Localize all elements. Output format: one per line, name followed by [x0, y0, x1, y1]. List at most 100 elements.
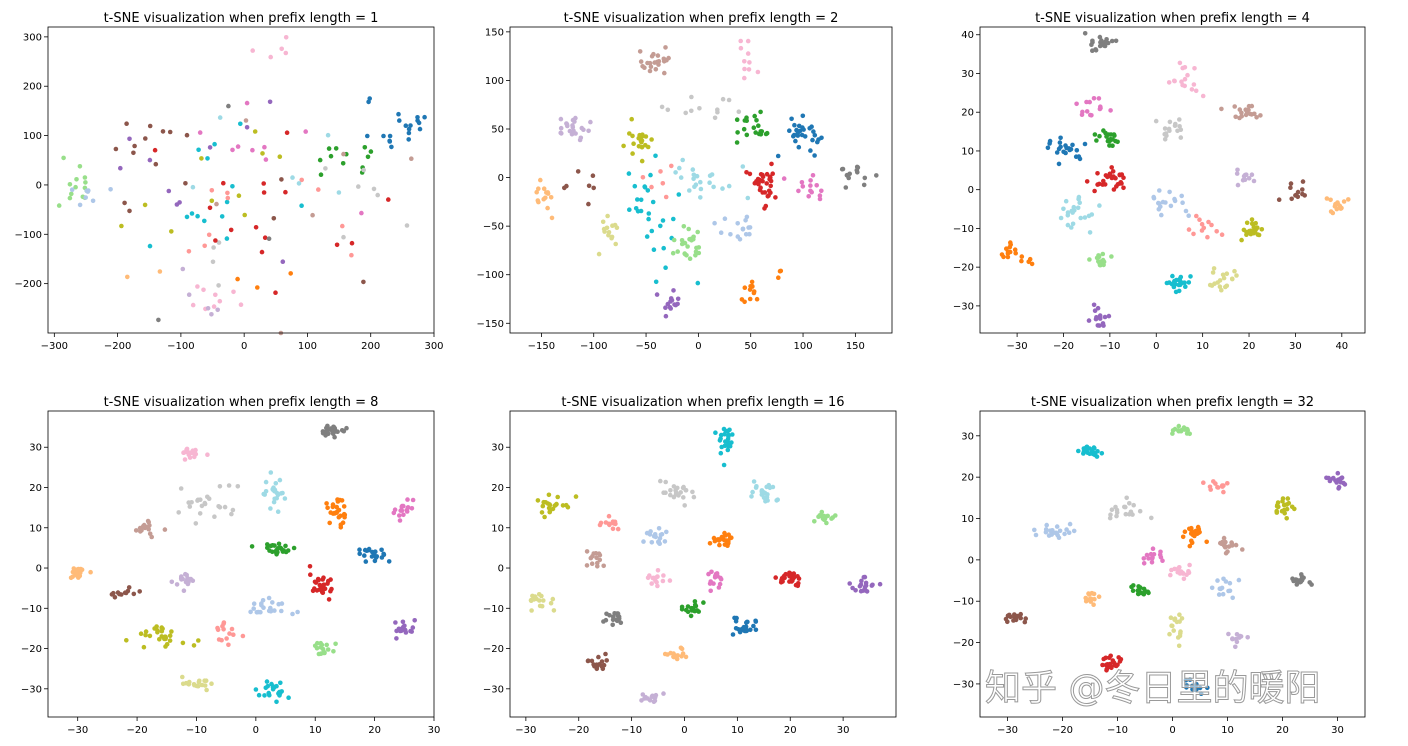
data-point [1187, 562, 1192, 568]
data-point [1160, 558, 1165, 563]
data-point [399, 628, 404, 634]
data-point [655, 59, 660, 65]
data-point [202, 243, 207, 249]
y-tick-label: −10 [953, 597, 974, 608]
data-point [184, 447, 189, 452]
x-tick-label: 30 [1331, 725, 1344, 736]
data-point [551, 608, 557, 613]
data-point [550, 596, 556, 602]
data-point [729, 535, 734, 540]
data-point [1087, 99, 1092, 105]
data-point [655, 568, 661, 573]
data-point [1115, 182, 1121, 187]
data-point [138, 529, 143, 534]
data-point [268, 54, 274, 60]
data-point [1151, 194, 1156, 200]
data-point [660, 181, 666, 186]
data-point [846, 175, 851, 181]
data-point [546, 505, 552, 511]
data-point [221, 180, 226, 186]
data-point [1171, 628, 1176, 633]
data-point [789, 579, 794, 584]
data-point [276, 541, 282, 547]
data-point [1104, 134, 1109, 139]
data-point [534, 189, 539, 195]
data-point [1113, 38, 1119, 44]
data-point [1159, 212, 1164, 218]
x-tick-label: −100 [580, 341, 607, 352]
chart-title: t-SNE visualization when prefix length =… [561, 395, 844, 410]
data-point [564, 122, 570, 127]
data-point [1109, 254, 1114, 259]
data-point [649, 137, 654, 142]
data-point [326, 431, 331, 437]
data-point [1240, 177, 1246, 183]
data-point [775, 497, 780, 503]
data-point [205, 494, 210, 500]
data-point [209, 681, 214, 686]
data-point [299, 203, 304, 208]
data-point [1141, 556, 1147, 561]
data-point [1056, 161, 1062, 167]
data-point [1295, 194, 1301, 200]
data-point [1158, 204, 1163, 209]
y-tick-label: 20 [29, 483, 42, 494]
data-point [357, 547, 362, 552]
data-point [1201, 225, 1207, 231]
data-point [751, 289, 757, 294]
data-point [649, 581, 654, 586]
data-point [877, 581, 883, 587]
data-point [603, 520, 609, 525]
data-point [212, 141, 217, 147]
data-point [584, 563, 590, 568]
data-point [614, 225, 620, 230]
data-point [1180, 534, 1186, 540]
data-point [307, 564, 313, 569]
data-point [325, 505, 330, 511]
data-point [184, 132, 190, 138]
data-point [546, 492, 552, 498]
data-point [162, 527, 168, 532]
data-point [612, 611, 617, 616]
y-tick-label: −150 [477, 319, 504, 330]
data-point [1246, 103, 1252, 109]
data-point [404, 223, 410, 228]
data-point [1180, 280, 1185, 286]
data-point [279, 601, 285, 606]
data-point [743, 232, 749, 237]
data-point [214, 201, 219, 207]
data-point [689, 238, 694, 243]
data-point [394, 628, 399, 634]
data-point [687, 256, 693, 262]
data-point [1086, 318, 1092, 323]
data-point [768, 190, 773, 195]
data-point [1206, 219, 1211, 225]
data-point [632, 183, 638, 189]
y-tick-label: 30 [491, 443, 504, 454]
data-point [615, 618, 620, 623]
data-point [250, 147, 255, 153]
data-point [251, 606, 256, 611]
data-point [1088, 112, 1093, 118]
data-point [405, 497, 410, 502]
data-point [290, 611, 295, 617]
data-point [1096, 594, 1102, 599]
data-point [754, 118, 759, 123]
x-tick-label: −10 [1107, 725, 1128, 736]
data-point [717, 542, 722, 548]
y-tick-label: 0 [498, 173, 504, 184]
x-tick-label: 30 [428, 725, 441, 736]
data-point [1062, 531, 1067, 537]
data-point [254, 285, 260, 290]
data-point [694, 245, 699, 251]
data-point [362, 553, 367, 558]
data-point [646, 216, 651, 222]
data-point [735, 234, 741, 239]
data-point [642, 65, 647, 70]
data-point [753, 627, 759, 633]
data-point [663, 479, 668, 485]
data-point [1168, 203, 1174, 209]
data-point [152, 147, 158, 153]
data-point [1149, 556, 1155, 561]
data-point [812, 519, 817, 524]
